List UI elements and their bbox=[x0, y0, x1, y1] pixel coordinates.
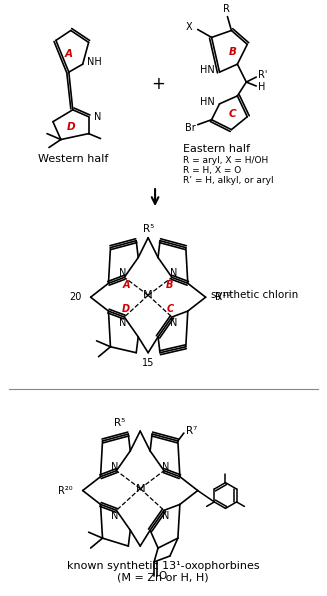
Text: 20: 20 bbox=[69, 292, 82, 302]
Text: (M = Zn or H, H): (M = Zn or H, H) bbox=[117, 573, 209, 583]
Text: Western half: Western half bbox=[38, 154, 108, 164]
Text: NH: NH bbox=[87, 57, 101, 67]
Text: B: B bbox=[166, 280, 174, 290]
Text: N: N bbox=[170, 268, 178, 278]
Text: N: N bbox=[162, 462, 170, 472]
Text: R⁵: R⁵ bbox=[114, 418, 125, 428]
Text: R = H, X = O: R = H, X = O bbox=[183, 166, 241, 175]
Text: 15: 15 bbox=[142, 358, 154, 368]
Text: Br: Br bbox=[185, 123, 196, 133]
Text: N: N bbox=[111, 462, 118, 472]
Text: D: D bbox=[66, 122, 75, 132]
Text: H: H bbox=[258, 82, 266, 92]
Text: O: O bbox=[158, 571, 166, 581]
Text: X: X bbox=[186, 21, 193, 32]
Text: R: R bbox=[223, 4, 230, 14]
Text: B: B bbox=[229, 47, 236, 57]
Text: HN: HN bbox=[200, 97, 215, 107]
Text: N: N bbox=[119, 318, 126, 328]
Text: known synthetic 13¹-oxophorbines: known synthetic 13¹-oxophorbines bbox=[67, 561, 259, 571]
Text: D: D bbox=[122, 304, 130, 314]
Text: HN: HN bbox=[200, 65, 215, 75]
Text: M: M bbox=[135, 483, 145, 493]
Text: C: C bbox=[229, 109, 236, 119]
Text: +: + bbox=[151, 75, 165, 93]
Text: N: N bbox=[111, 511, 118, 522]
Text: Eastern half: Eastern half bbox=[183, 144, 250, 154]
Text: R = aryl, X = H/OH: R = aryl, X = H/OH bbox=[183, 156, 268, 165]
Text: N: N bbox=[162, 511, 170, 522]
Text: R²⁰: R²⁰ bbox=[58, 486, 73, 495]
Text: N: N bbox=[119, 268, 126, 278]
Text: M: M bbox=[143, 290, 153, 300]
Text: R⁵: R⁵ bbox=[143, 224, 154, 234]
Text: N: N bbox=[94, 111, 101, 122]
Text: R⁷: R⁷ bbox=[186, 426, 197, 436]
Text: C: C bbox=[166, 304, 174, 314]
Text: N: N bbox=[170, 318, 178, 328]
Text: A: A bbox=[65, 49, 73, 59]
Text: R¹⁰: R¹⁰ bbox=[215, 292, 230, 302]
Text: R’ = H, alkyl, or aryl: R’ = H, alkyl, or aryl bbox=[183, 176, 273, 185]
Text: R': R' bbox=[258, 70, 267, 80]
Text: synthetic chlorin: synthetic chlorin bbox=[211, 290, 298, 300]
Text: A: A bbox=[123, 280, 130, 290]
